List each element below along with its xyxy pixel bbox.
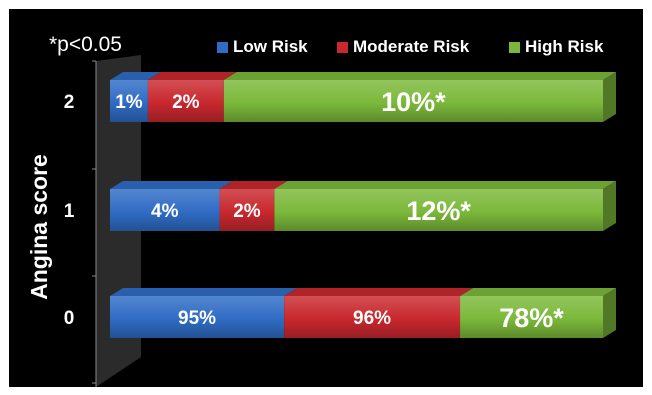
bar-top-high-risk-0 xyxy=(460,288,616,296)
legend-label-moderate-risk: Moderate Risk xyxy=(353,37,470,56)
bar-high-risk-1 xyxy=(274,189,603,231)
bar-end-1 xyxy=(603,181,616,231)
bar-top-low-risk-2 xyxy=(110,72,161,80)
bar-top-moderate-risk-1 xyxy=(219,181,288,189)
bar-end-2 xyxy=(603,72,616,122)
legend-label-high-risk: High Risk xyxy=(525,37,604,56)
legend-swatch-high-risk xyxy=(509,41,520,53)
bar-end-0 xyxy=(603,288,616,338)
y-tick-label-0: 0 xyxy=(64,308,75,329)
data-label-low-risk-1: 4% xyxy=(151,201,179,222)
significance-note: *p<0.05 xyxy=(49,33,122,56)
bar-low-risk-2 xyxy=(110,80,148,122)
bar-moderate-risk-0 xyxy=(284,296,461,338)
data-label-moderate-risk-0: 96% xyxy=(353,308,391,329)
bar-low-risk-0 xyxy=(110,296,285,338)
data-label-low-risk-2: 1% xyxy=(115,92,143,113)
legend-item-low-risk: Low Risk xyxy=(217,37,308,57)
data-label-low-risk-0: 95% xyxy=(178,308,216,329)
y-axis-title: Angina score xyxy=(26,154,52,300)
y-tick-label-1: 1 xyxy=(64,201,75,222)
data-label-moderate-risk-2: 2% xyxy=(172,92,200,113)
bar-top-moderate-risk-0 xyxy=(284,288,474,296)
data-label-moderate-risk-1: 2% xyxy=(233,201,261,222)
bar-top-low-risk-0 xyxy=(110,288,298,296)
bar-high-risk-0 xyxy=(460,296,603,338)
bar-top-high-risk-2 xyxy=(223,72,616,80)
stacked-bar-chart: Angina score 2 1% 2% 10%* 1 4% 2% 12%* 0 95% 96% 78%… xyxy=(26,55,616,387)
chart-frame: Angina score 2 1% 2% 10%* 1 4% 2% 12%* 0 95% 96% 78%… xyxy=(9,9,643,387)
data-label-high-risk-0: 78%* xyxy=(499,303,564,333)
bar-low-risk-1 xyxy=(110,189,220,231)
legend-swatch-moderate-risk xyxy=(337,41,348,53)
bar-top-high-risk-1 xyxy=(274,181,616,189)
bar-high-risk-2 xyxy=(223,80,603,122)
bar-moderate-risk-2 xyxy=(147,80,224,122)
bar-top-moderate-risk-2 xyxy=(147,72,237,80)
legend-item-moderate-risk: Moderate Risk xyxy=(337,37,469,57)
bar-top-low-risk-1 xyxy=(110,181,233,189)
y-tick-label-2: 2 xyxy=(64,92,75,113)
legend-swatch-low-risk xyxy=(217,41,228,53)
data-label-high-risk-1: 12%* xyxy=(406,196,471,226)
data-label-high-risk-2: 10%* xyxy=(381,87,446,117)
legend-item-high-risk: High Risk xyxy=(509,37,603,57)
bar-moderate-risk-1 xyxy=(219,189,275,231)
legend-label-low-risk: Low Risk xyxy=(233,37,308,56)
